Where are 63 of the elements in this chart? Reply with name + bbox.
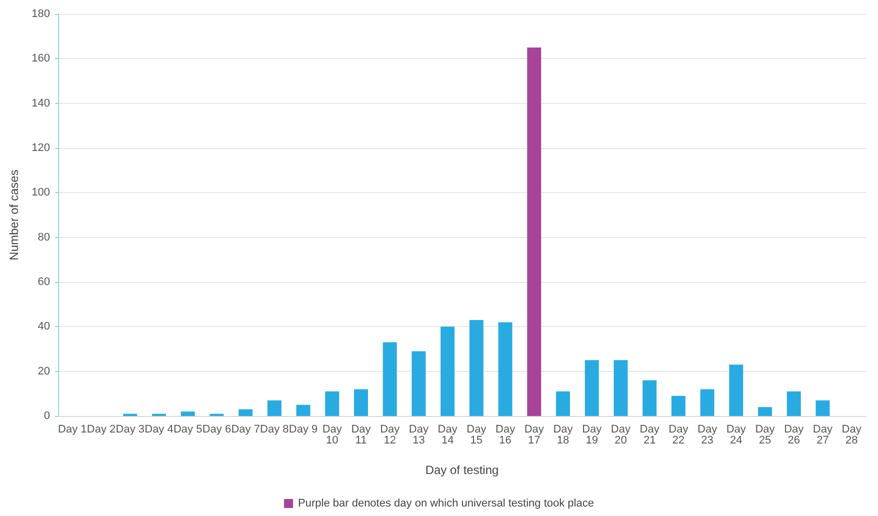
bar: [786, 391, 801, 416]
x-tick-label: Day 14: [438, 424, 458, 446]
x-tick-label: Day 19: [582, 424, 602, 446]
bar: [238, 409, 253, 416]
x-tick-label: Day 15: [466, 424, 487, 446]
y-tick-label: 180: [32, 8, 50, 20]
bar: [325, 391, 340, 416]
y-tick-label: 140: [32, 97, 50, 110]
bar: [296, 404, 310, 416]
bar: [700, 389, 714, 416]
y-tick-label: 60: [38, 276, 50, 288]
y-axis-title: Number of cases: [7, 170, 21, 260]
bar: [267, 400, 282, 416]
x-tick-label: Day 23: [698, 424, 718, 446]
x-tick-label: Day 21: [640, 424, 660, 446]
x-tick-label: Day 9: [288, 424, 318, 436]
legend-label: Purple bar denotes day on which universal testing took place: [298, 498, 594, 510]
bar: [180, 412, 195, 416]
bar: [614, 360, 628, 416]
x-tick-label: Day 28: [842, 424, 862, 446]
x-tick-label: Day 4: [144, 424, 174, 436]
x-tick-label: Day 10: [322, 424, 342, 446]
y-tick-label: 40: [38, 320, 50, 333]
x-tick-label: Day 24: [726, 424, 746, 446]
y-tick-label: 20: [38, 365, 50, 378]
x-tick-label: Day 2: [86, 424, 116, 436]
x-tick-label: Day 3: [116, 424, 145, 436]
y-tick-label: 120: [32, 142, 50, 154]
x-tick-label: Day 26: [784, 424, 804, 446]
x-axis-title: Day of testing: [425, 463, 499, 477]
bar: [412, 351, 426, 416]
bar: [642, 380, 657, 416]
bar: [382, 342, 397, 416]
y-tick-label: 80: [38, 231, 50, 244]
y-tick-label: 100: [32, 186, 50, 199]
bar: [469, 320, 484, 416]
bar: [527, 48, 542, 416]
x-tick-label: Day 11: [351, 424, 372, 446]
x-tick-label: Day 1: [58, 424, 87, 436]
x-tick-label: Day 12: [380, 424, 400, 446]
x-tick-label: Day 5: [173, 424, 202, 436]
bar: [440, 326, 455, 416]
bar: [584, 360, 599, 416]
y-tick-label: 160: [32, 52, 50, 65]
x-tick-label: Day 27: [812, 424, 833, 446]
x-tick-label: Day 25: [755, 424, 776, 446]
x-tick-label: Day 6: [202, 424, 232, 436]
x-tick-label: Day 20: [610, 424, 631, 446]
x-tick-label: Day 16: [496, 424, 516, 446]
bar: [556, 391, 570, 416]
bar: [758, 407, 772, 416]
bar: [816, 400, 830, 416]
x-tick-label: Day 17: [524, 424, 544, 446]
x-tick-label: Day 13: [408, 424, 429, 446]
x-tick-label: Day 22: [668, 424, 689, 446]
bar: [498, 322, 512, 416]
x-tick-label: Day 8: [260, 424, 289, 436]
bar: [671, 396, 686, 416]
bar: [354, 389, 368, 416]
bar: [729, 364, 744, 416]
x-tick-label: Day 18: [553, 424, 574, 446]
y-tick-label: 0: [44, 410, 50, 422]
x-tick-label: Day 7: [231, 424, 260, 436]
